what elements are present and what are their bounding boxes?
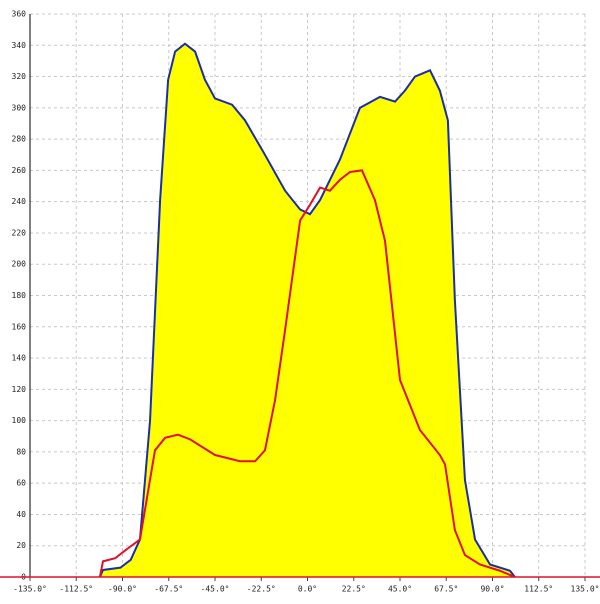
y-tick-label: 240: [12, 197, 27, 206]
y-tick-label: 80: [16, 447, 26, 456]
y-tick-label: 200: [12, 260, 27, 269]
y-tick-label: 320: [12, 72, 27, 81]
y-tick-label: 160: [12, 322, 27, 331]
x-tick-label: -45.0°: [201, 585, 230, 594]
y-tick-label: 40: [16, 510, 26, 519]
series-line: [98, 169, 516, 578]
y-tick-label: 360: [12, 10, 27, 19]
y-tick-label: 60: [16, 479, 26, 488]
x-tick-label: 135.0°: [571, 585, 600, 594]
y-tick-label: 20: [16, 541, 26, 550]
x-tick-label: -90.0°: [108, 585, 137, 594]
x-tick-label: 22.5°: [342, 585, 366, 594]
x-tick-label: -112.5°: [59, 585, 93, 594]
x-tick-label: -22.5°: [247, 585, 276, 594]
x-tick-label: 0.0°: [298, 585, 317, 594]
y-tick-label: 220: [12, 228, 27, 237]
x-tick-label: 45.0°: [388, 585, 412, 594]
x-tick-label: 112.5°: [524, 585, 553, 594]
x-tick-label: 90.0°: [480, 585, 504, 594]
y-tick-label: 140: [12, 354, 27, 363]
y-tick-label: 100: [12, 416, 27, 425]
x-tick-label: -135.0°: [13, 585, 47, 594]
series-line: [98, 42, 516, 578]
y-tick-label: 340: [12, 41, 27, 50]
y-tick-label: 120: [12, 385, 27, 394]
x-tick-label: 67.5°: [434, 585, 458, 594]
y-tick-label: 180: [12, 291, 27, 300]
y-tick-label: 280: [12, 135, 27, 144]
y-tick-label: 260: [12, 166, 27, 175]
y-tick-label: 300: [12, 103, 27, 112]
area-fill: [99, 43, 515, 578]
x-tick-label: -67.5°: [154, 585, 183, 594]
